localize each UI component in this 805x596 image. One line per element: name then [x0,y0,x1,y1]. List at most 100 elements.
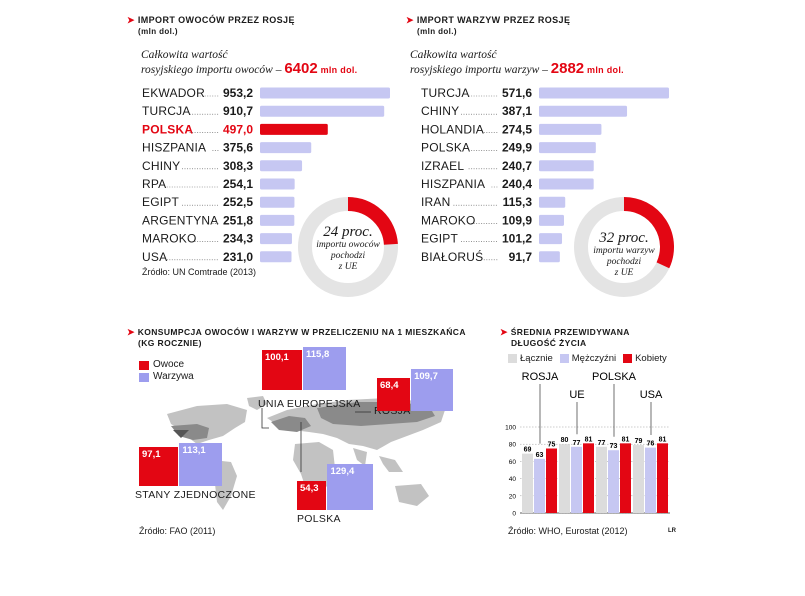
veg-bar [539,105,628,117]
poland-veg-square: 129,4 [327,464,373,510]
consumption-title-line2: (kg rocznie) [138,338,202,348]
life-bar-value: 81 [622,436,630,443]
consumption-fruit-value: 54,3 [300,482,319,494]
life-bar-value: 80 [561,437,569,444]
life-bar [620,443,631,513]
life-bar [522,453,533,513]
veg-title-text: Import warzyw przez Rosję [416,15,571,25]
life-bar-value: 76 [647,441,655,448]
veg-total-unit: mln dol. [587,65,624,75]
legend-total-swatch [508,354,517,363]
veg-row-label: IZRAEL [421,159,464,173]
fruit-bar-chart: EKWADOR 953,2 TURCJA 910,7 POLSKA 497,0 HISZPA… [142,86,390,264]
fruit-row-label: RPA [142,177,166,191]
veg-row-value: 115,3 [503,195,533,209]
life-ytick: 100 [505,425,516,432]
veg-section: ➤ Import warzyw przez Rosję (mln dol.) C… [406,14,676,309]
life-source: Źródło: WHO, Eurostat (2012) [508,526,628,536]
fruit-donut-line3: z UE [338,262,358,272]
life-bar [645,447,656,513]
life-bar [583,443,594,513]
fruit-row-label: MAROKO [142,232,197,246]
fruit-row-value: 234,3 [223,232,253,246]
fruit-row-label: POLSKA [142,122,193,136]
fruit-row-value: 953,2 [223,86,253,100]
life-credit: LR [668,528,676,534]
fruit-row-value: 308,3 [223,159,253,173]
arrow-marker-icon: ➤ [406,15,414,25]
legend-men-label: Mężczyźni [571,353,617,364]
life-bar-value: 73 [610,443,618,450]
fruit-total-unit: mln dol. [320,65,358,75]
fruit-source: Źródło: UN Comtrade (2013) [142,267,257,277]
veg-row-value: 274,5 [502,122,532,136]
poland-fruit-square: 54,3 [297,480,327,510]
veg-bar [539,233,563,245]
veg-total-line2: rosyjskiego importu warzyw – [410,64,548,76]
veg-title: ➤ Import warzyw przez Rosję [406,14,676,26]
map-australia [395,484,429,506]
veg-row-label: MAROKO [421,213,476,227]
fruit-row-value: 254,1 [223,177,253,191]
legend-women-label: Kobiety [635,353,667,364]
veg-donut-big: 32 proc. [599,230,649,246]
veg-bar [539,87,669,99]
veg-row-label: HISZPANIA [421,177,485,191]
russia-veg-square: 109,7 [411,369,453,411]
veg-donut: 32 proc. importu warzyw pochodzi z UE [573,196,675,298]
legend-veg: Warzywa [139,371,194,383]
fruit-total-line1: Całkowita wartość [141,49,228,61]
legend-veg-label: Warzywa [153,371,194,382]
veg-donut-label: 32 proc. importu warzyw pochodzi z UE [573,230,675,279]
fruit-row-label: CHINY [142,159,180,173]
consumption-section: ➤ Konsumpcja owoców i warzyw w przelicze… [127,326,482,541]
life-bar [571,446,582,513]
world-map [167,396,445,510]
life-category-label: UE [569,389,584,401]
life-bar-value: 63 [536,452,544,459]
veg-row-label: CHINY [421,104,459,118]
fruit-row-label: ARGENTYNA [142,213,218,227]
fruit-bar [260,160,303,172]
consumption-source: Źródło: FAO (2011) [139,526,216,536]
eu-leader-line [261,408,269,429]
legend-women: Kobiety [623,353,667,364]
fruit-row-value: 231,0 [223,250,253,264]
map-south-asia [353,448,367,466]
life-bar-value: 77 [573,440,581,447]
veg-donut-line1: importu warzyw [593,246,655,256]
fruit-title: ➤ Import owoców przez Rosję [127,14,397,26]
veg-row-value: 249,9 [502,141,532,155]
veg-bar [539,142,596,154]
legend-total: Łącznie [508,353,553,364]
life-bar [596,446,607,513]
fruit-bar [260,251,292,263]
fruit-total: Całkowita wartość rosyjskiego importu ow… [141,49,401,77]
veg-row-label: BIAŁORUŚ [421,249,483,264]
legend-fruit-swatch [139,360,149,370]
usa-pointer-icon [173,430,189,438]
fruit-bar [260,142,312,154]
legend-men: Mężczyźni [559,353,617,364]
veg-bar [539,178,594,190]
veg-row-value: 101,2 [502,232,532,246]
fruit-bar [260,87,390,99]
veg-row-value: 91,7 [509,250,533,264]
life-ytick: 0 [512,511,516,518]
life-ytick: 20 [509,493,517,500]
life-category-label: ROSJA [522,371,559,383]
fruit-row-value: 251,8 [223,213,253,227]
veg-row-label: EGIPT [421,232,458,246]
veg-row-value: 387,1 [502,104,532,118]
fruit-donut-line2: pochodzi [330,251,366,261]
fruit-row-label: EGIPT [142,195,179,209]
veg-row-label: IRAN [421,195,450,209]
consumption-veg-value: 115,8 [306,348,330,360]
legend-fruit: Owoce [139,359,194,371]
usa-label: STANY ZJEDNOCZONE [135,489,256,501]
consumption-veg-value: 129,4 [330,466,355,478]
fruit-donut: 24 proc. importu owoców pochodzi z UE [297,196,399,298]
map-se-asia [379,456,403,472]
veg-donut-slice [623,197,674,269]
life-legend: Łącznie Mężczyźni Kobiety [508,353,667,364]
